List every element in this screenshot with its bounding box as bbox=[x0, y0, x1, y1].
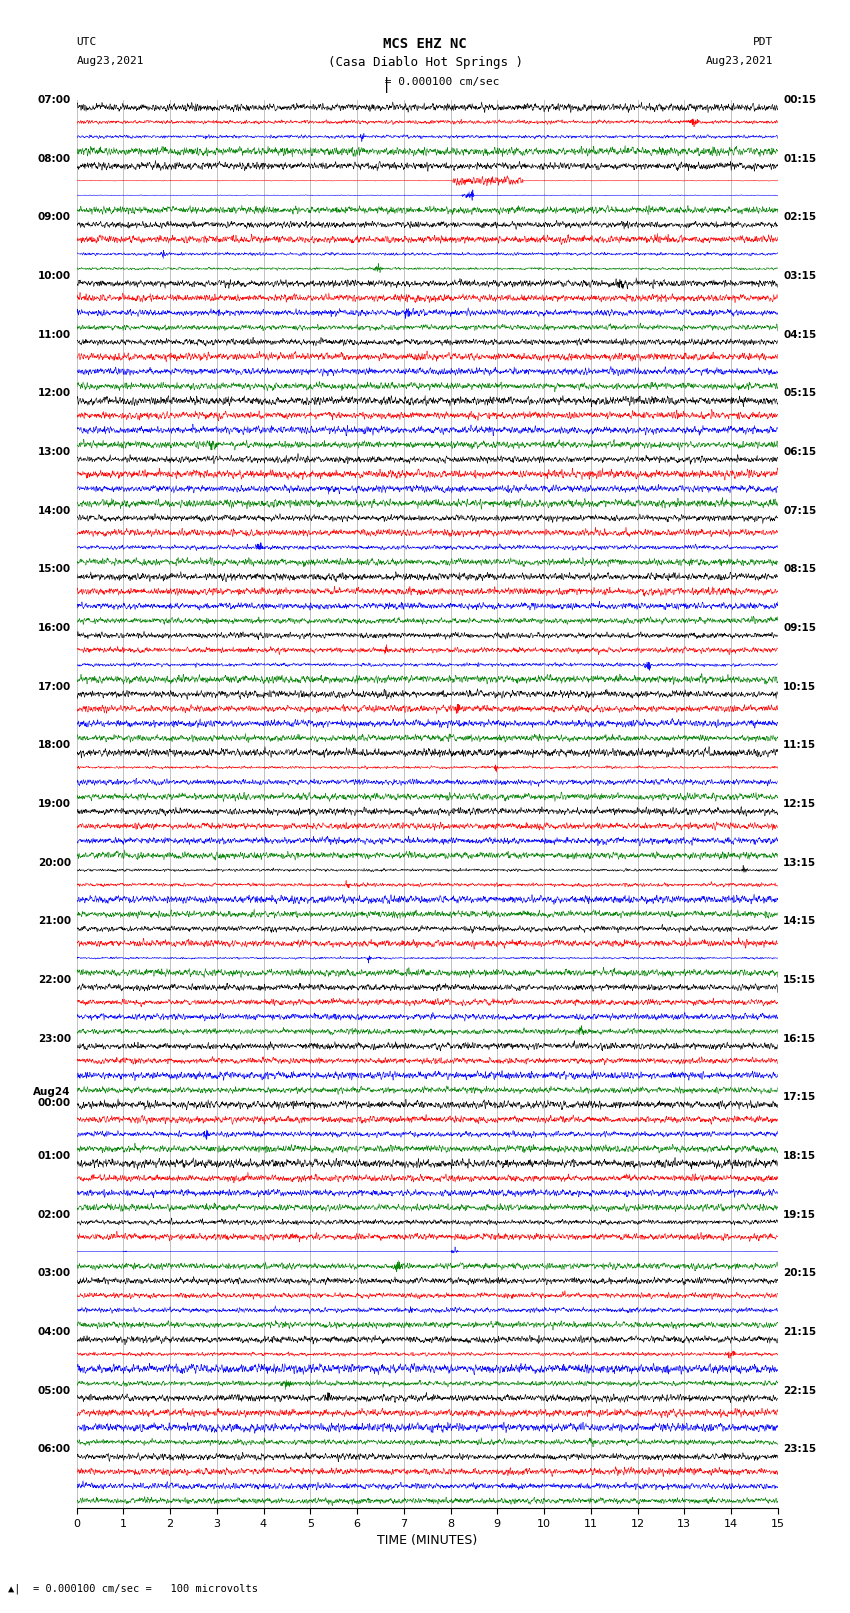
Text: MCS EHZ NC: MCS EHZ NC bbox=[383, 37, 467, 52]
Text: 08:00: 08:00 bbox=[37, 153, 71, 163]
Text: 10:15: 10:15 bbox=[784, 682, 817, 692]
Text: 02:15: 02:15 bbox=[784, 213, 817, 223]
Text: 11:15: 11:15 bbox=[784, 740, 817, 750]
Text: (Casa Diablo Hot Springs ): (Casa Diablo Hot Springs ) bbox=[327, 56, 523, 69]
Text: Aug23,2021: Aug23,2021 bbox=[706, 56, 774, 66]
X-axis label: TIME (MINUTES): TIME (MINUTES) bbox=[377, 1534, 477, 1547]
Text: 07:15: 07:15 bbox=[784, 506, 817, 516]
Text: 11:00: 11:00 bbox=[37, 329, 71, 340]
Text: 19:15: 19:15 bbox=[784, 1210, 816, 1219]
Text: 01:00: 01:00 bbox=[37, 1152, 71, 1161]
Text: 14:15: 14:15 bbox=[784, 916, 817, 926]
Text: 12:00: 12:00 bbox=[37, 389, 71, 398]
Text: 18:15: 18:15 bbox=[784, 1152, 817, 1161]
Text: 00:15: 00:15 bbox=[784, 95, 817, 105]
Text: 20:00: 20:00 bbox=[37, 858, 71, 868]
Text: 16:00: 16:00 bbox=[37, 623, 71, 632]
Text: 03:15: 03:15 bbox=[784, 271, 817, 281]
Text: 12:15: 12:15 bbox=[784, 798, 817, 810]
Text: 21:15: 21:15 bbox=[784, 1327, 817, 1337]
Text: 05:15: 05:15 bbox=[784, 389, 817, 398]
Text: 14:00: 14:00 bbox=[37, 506, 71, 516]
Text: Aug23,2021: Aug23,2021 bbox=[76, 56, 144, 66]
Text: = 0.000100 cm/sec: = 0.000100 cm/sec bbox=[351, 77, 499, 87]
Text: 15:15: 15:15 bbox=[784, 976, 817, 986]
Text: 01:15: 01:15 bbox=[784, 153, 817, 163]
Text: 04:00: 04:00 bbox=[37, 1327, 71, 1337]
Text: UTC: UTC bbox=[76, 37, 97, 47]
Text: PDT: PDT bbox=[753, 37, 774, 47]
Text: 08:15: 08:15 bbox=[784, 565, 817, 574]
Text: 03:00: 03:00 bbox=[37, 1268, 71, 1279]
Text: Aug24
00:00: Aug24 00:00 bbox=[33, 1087, 71, 1108]
Text: 19:00: 19:00 bbox=[38, 798, 71, 810]
Text: 21:00: 21:00 bbox=[37, 916, 71, 926]
Text: 04:15: 04:15 bbox=[784, 329, 817, 340]
Text: 13:15: 13:15 bbox=[784, 858, 817, 868]
Text: 17:15: 17:15 bbox=[784, 1092, 817, 1102]
Text: 06:15: 06:15 bbox=[784, 447, 817, 456]
Text: |: | bbox=[382, 77, 391, 94]
Text: 23:00: 23:00 bbox=[37, 1034, 71, 1044]
Text: 18:00: 18:00 bbox=[37, 740, 71, 750]
Text: 10:00: 10:00 bbox=[37, 271, 71, 281]
Text: 22:15: 22:15 bbox=[784, 1386, 817, 1395]
Text: 09:00: 09:00 bbox=[38, 213, 71, 223]
Text: 05:00: 05:00 bbox=[37, 1386, 71, 1395]
Text: 16:15: 16:15 bbox=[784, 1034, 817, 1044]
Text: 09:15: 09:15 bbox=[784, 623, 816, 632]
Text: 22:00: 22:00 bbox=[37, 976, 71, 986]
Text: 13:00: 13:00 bbox=[37, 447, 71, 456]
Text: 15:00: 15:00 bbox=[37, 565, 71, 574]
Text: 06:00: 06:00 bbox=[37, 1445, 71, 1455]
Text: 23:15: 23:15 bbox=[784, 1445, 817, 1455]
Text: 02:00: 02:00 bbox=[37, 1210, 71, 1219]
Text: ▲|  = 0.000100 cm/sec =   100 microvolts: ▲| = 0.000100 cm/sec = 100 microvolts bbox=[8, 1582, 258, 1594]
Text: 07:00: 07:00 bbox=[37, 95, 71, 105]
Text: 17:00: 17:00 bbox=[37, 682, 71, 692]
Text: 20:15: 20:15 bbox=[784, 1268, 817, 1279]
